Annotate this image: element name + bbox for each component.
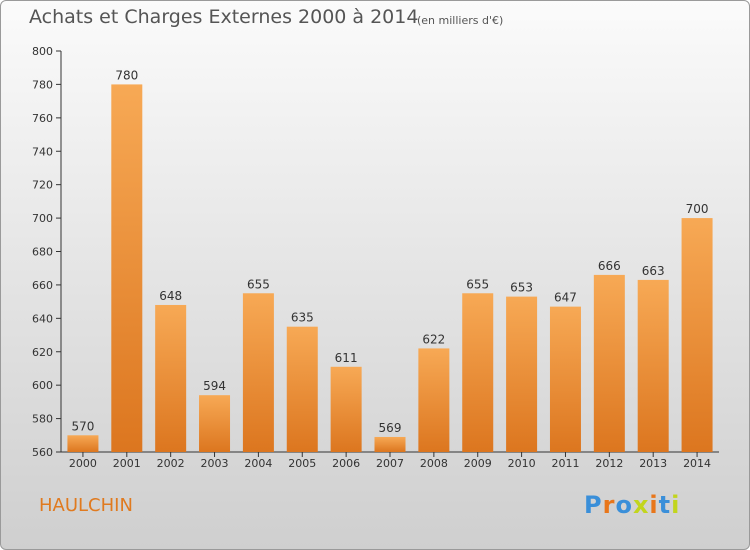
y-tick-label: 600 (32, 379, 53, 392)
data-label: 780 (115, 68, 138, 82)
y-tick-label: 800 (32, 45, 53, 58)
bar-2013 (637, 279, 669, 452)
data-label: 663 (642, 264, 665, 278)
data-label: 622 (422, 332, 445, 346)
x-tick-label: 2010 (508, 457, 536, 470)
town-name: HAULCHIN (39, 495, 133, 516)
y-tick-label: 760 (32, 112, 53, 125)
bar-2000 (67, 435, 99, 452)
chart-title: Achats et Charges Externes 2000 à 2014 (29, 6, 419, 28)
x-axis: 2000 2001 2002 2003 2004 2005 2006 2007 2008 2009… (61, 451, 719, 470)
chart-unit: (en milliers d'€) (417, 14, 504, 27)
x-tick-label: 2008 (420, 457, 448, 470)
data-label: 611 (335, 351, 358, 365)
logo-letter: i (671, 491, 681, 519)
y-tick-label: 560 (32, 446, 53, 459)
y-tick-label: 680 (32, 246, 53, 259)
y-tick-label: 700 (32, 212, 53, 225)
data-label: 647 (554, 291, 577, 305)
bar-2002 (155, 304, 187, 452)
proxiti-logo[interactable]: Proxiti (584, 491, 680, 519)
bar-2001 (111, 84, 143, 453)
data-label: 569 (379, 421, 402, 435)
y-tick-label: 580 (32, 413, 53, 426)
y-axis: 560 580 600 620 640 660 680 700 720 740 760 780 800 (32, 45, 62, 459)
x-tick-label: 2014 (683, 457, 711, 470)
x-tick-label: 2005 (288, 457, 316, 470)
x-tick-label: 2006 (332, 457, 360, 470)
x-tick-label: 2000 (69, 457, 97, 470)
data-labels: 570 780 648 594 655 635 611 569 622 655 653 647 666 6… (71, 68, 708, 435)
logo-letter: x (632, 491, 650, 519)
bar-2007 (374, 436, 406, 452)
y-tick-label: 660 (32, 279, 53, 292)
data-label: 655 (466, 277, 489, 291)
logo-letter: t (658, 491, 672, 519)
y-tick-label: 640 (32, 312, 53, 325)
logo-letter: P (584, 491, 603, 519)
bar-2005 (286, 326, 318, 452)
data-label: 635 (291, 311, 314, 325)
bar-2009 (462, 293, 494, 452)
x-tick-label: 2012 (595, 457, 623, 470)
x-tick-label: 2004 (244, 457, 272, 470)
x-tick-label: 2003 (201, 457, 229, 470)
bar-2004 (242, 293, 274, 452)
bar-2010 (506, 296, 538, 452)
logo-letter: o (615, 491, 633, 519)
y-tick-label: 740 (32, 145, 53, 158)
bar-2003 (199, 395, 231, 452)
data-label: 700 (686, 202, 709, 216)
x-tick-label: 2002 (157, 457, 185, 470)
data-label: 655 (247, 277, 270, 291)
y-tick-label: 720 (32, 179, 53, 192)
bar-2008 (418, 348, 450, 452)
bar-2012 (593, 274, 625, 452)
x-tick-label: 2009 (464, 457, 492, 470)
bars (67, 84, 713, 453)
data-label: 594 (203, 379, 226, 393)
logo-letter: r (602, 491, 616, 519)
x-tick-label: 2001 (113, 457, 141, 470)
x-tick-label: 2013 (639, 457, 667, 470)
data-label: 653 (510, 281, 533, 295)
x-tick-label: 2011 (551, 457, 579, 470)
bar-2011 (549, 306, 581, 452)
data-label: 570 (71, 419, 94, 433)
data-label: 666 (598, 259, 621, 273)
bar-2014 (681, 218, 713, 452)
bar-2006 (330, 366, 362, 452)
data-label: 648 (159, 289, 182, 303)
x-tick-label: 2007 (376, 457, 404, 470)
y-tick-label: 780 (32, 78, 53, 91)
logo-letter: i (649, 491, 659, 519)
y-tick-label: 620 (32, 346, 53, 359)
